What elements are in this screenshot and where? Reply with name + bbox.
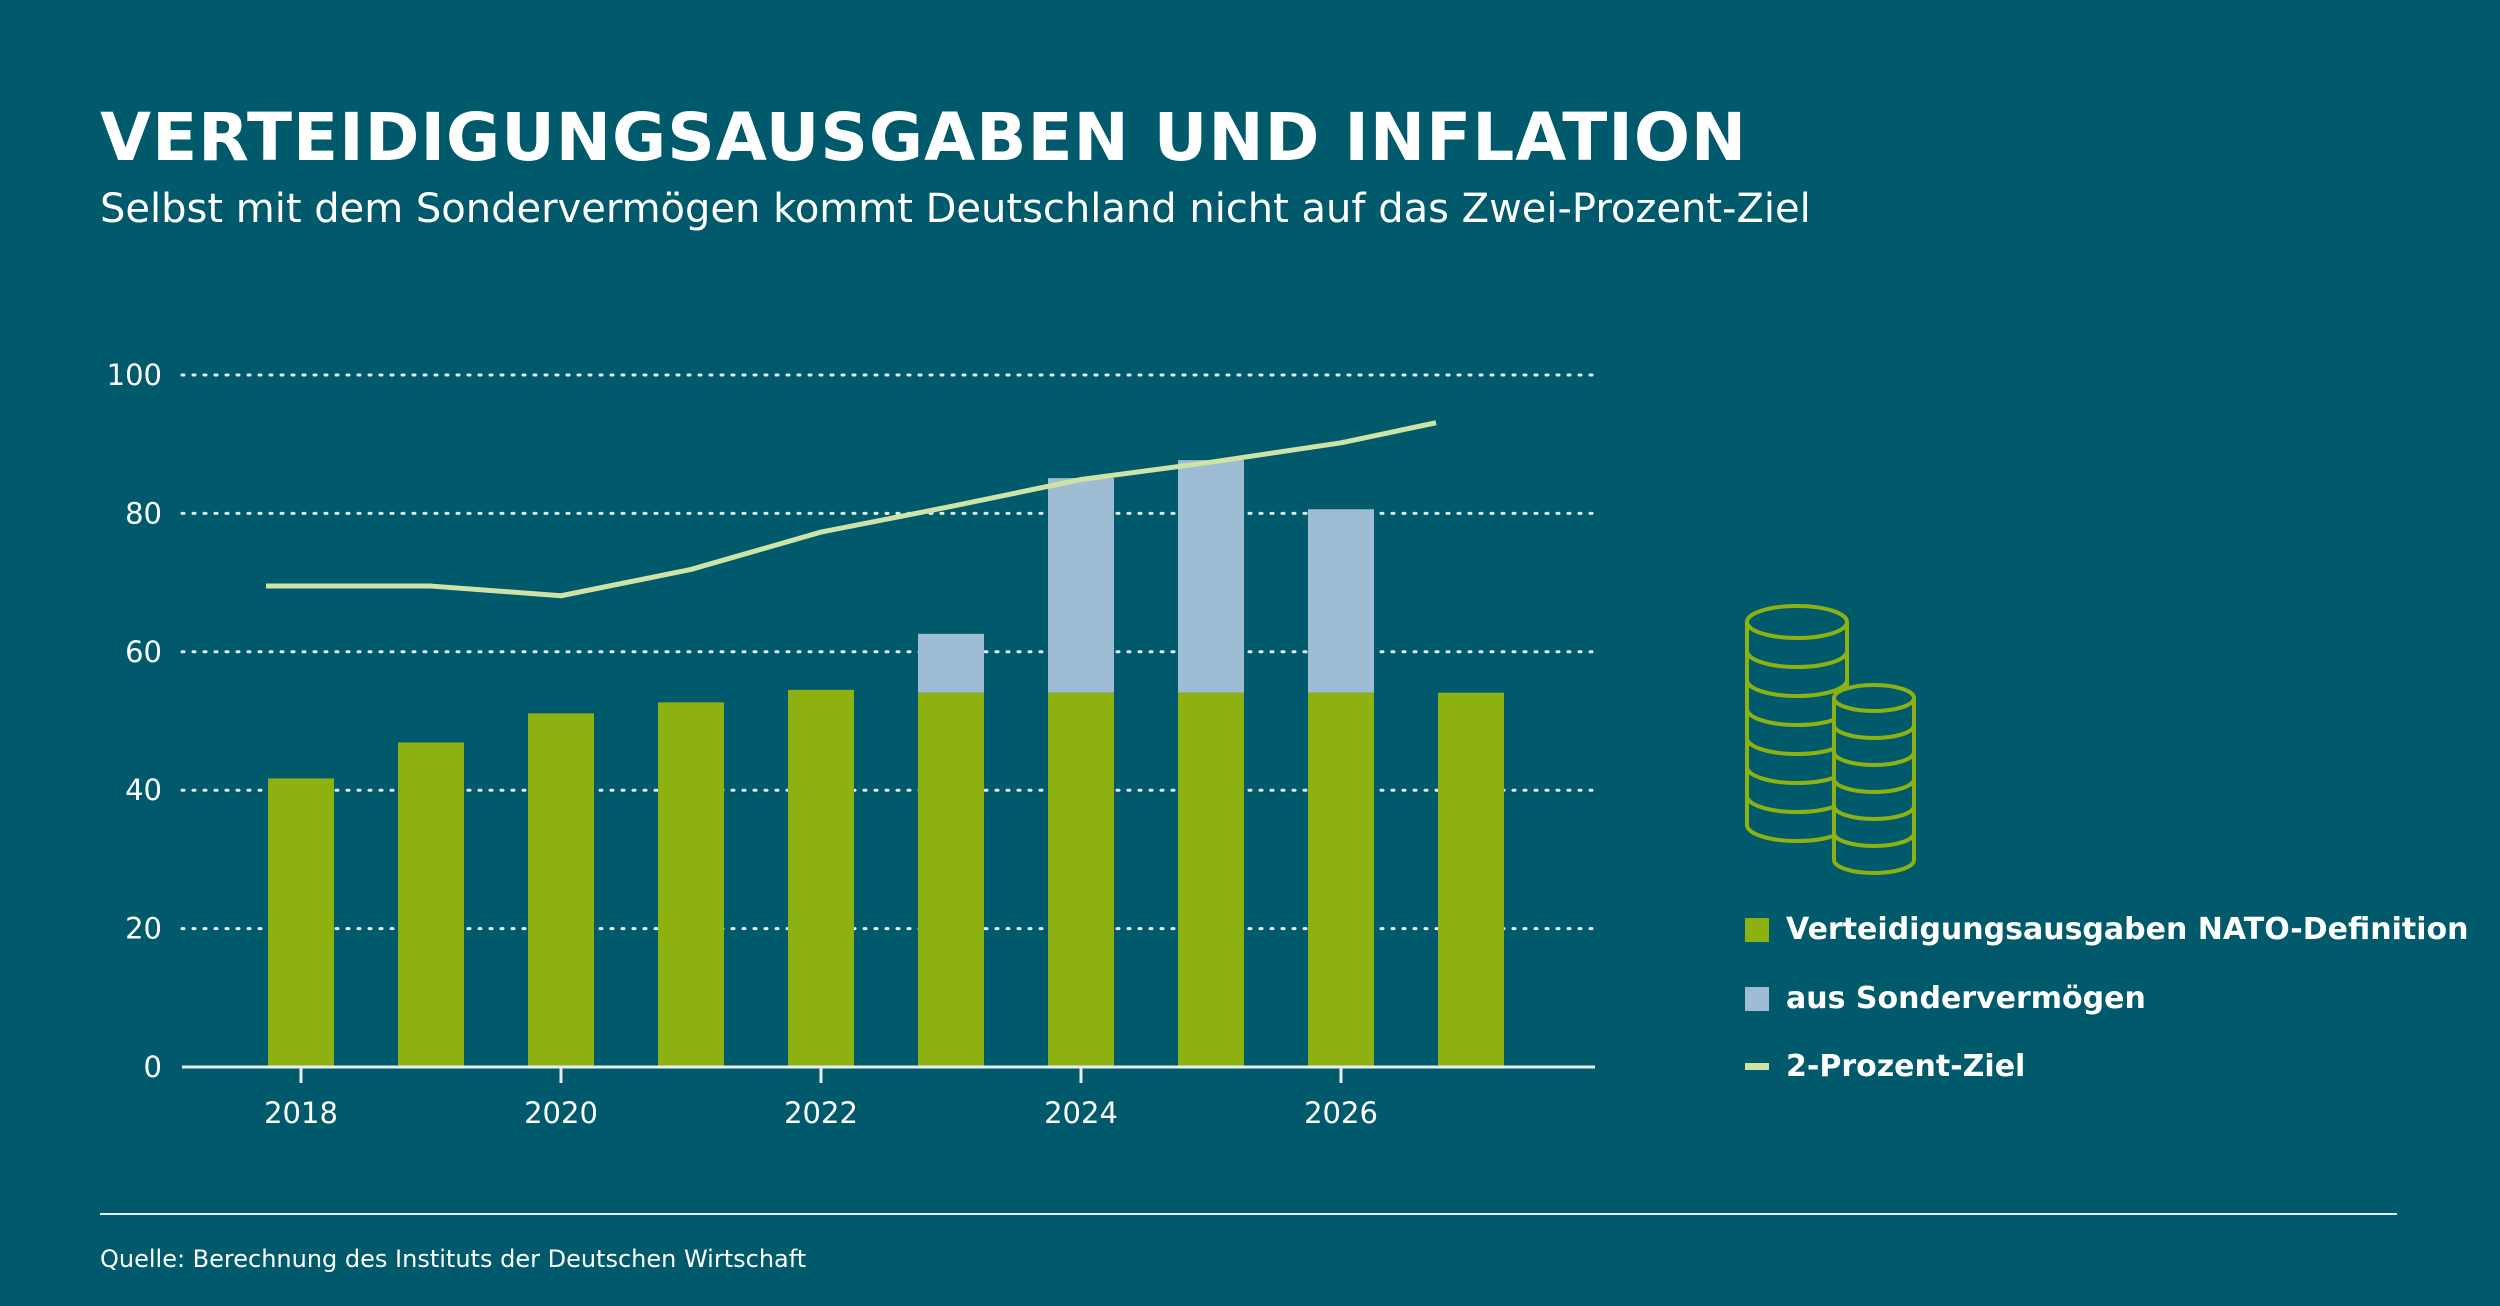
- chart-title: VERTEIDIGUNGSAUSGABEN UND INFLATION: [100, 99, 1748, 176]
- bar-nato-2023: [918, 692, 984, 1067]
- x-tick-label: 2026: [1304, 1096, 1378, 1130]
- bar-sondervermoegen-2024: [1048, 478, 1114, 693]
- bar-nato-2025: [1178, 692, 1244, 1067]
- legend-label-zwei-prozent: 2-Prozent-Ziel: [1786, 1049, 2026, 1084]
- y-tick-label: 20: [125, 912, 162, 946]
- x-tick-label: 2024: [1044, 1096, 1118, 1130]
- legend-label-sondervermoegen: aus Sondervermögen: [1786, 981, 2146, 1016]
- x-tick-label: 2018: [264, 1096, 338, 1130]
- legend-label-nato: Verteidigungsausgaben NATO-Definition: [1786, 912, 2469, 947]
- chart-subtitle: Selbst mit dem Sondervermögen kommt Deut…: [100, 186, 1811, 232]
- bars: [268, 460, 1504, 1067]
- gridlines: [180, 373, 1597, 931]
- bar-nato-2021: [658, 702, 724, 1067]
- x-tick-label: 2022: [784, 1096, 858, 1130]
- coin-stacks-icon: [1740, 600, 1980, 884]
- bar-nato-2022: [788, 689, 854, 1067]
- bar-nato-2020: [528, 713, 594, 1067]
- y-tick-label: 0: [144, 1050, 162, 1084]
- bar-sondervermoegen-2025: [1178, 460, 1244, 693]
- y-tick-label: 80: [125, 496, 162, 530]
- legend-line-zwei-prozent: [1745, 1063, 1769, 1070]
- axes: 0 20 40 60 80 100 2018 2020 2022 2024 2026: [107, 358, 1595, 1130]
- bar-nato-2026: [1308, 692, 1374, 1067]
- legend-swatch-nato: [1745, 918, 1769, 942]
- bar-nato-2027: [1438, 692, 1504, 1067]
- footer-divider: [100, 1213, 2397, 1215]
- legend-swatch-sondervermoegen: [1745, 987, 1769, 1011]
- coin-top: [1832, 683, 1916, 713]
- y-tick-label: 40: [125, 773, 162, 807]
- line-zwei-prozent-ziel: [266, 420, 1437, 599]
- bar-nato-2024: [1048, 692, 1114, 1067]
- source-note: Quelle: Berechnung des Instituts der Deu…: [100, 1245, 807, 1273]
- bar-nato-2018: [268, 778, 334, 1067]
- y-tick-label: 100: [107, 358, 162, 392]
- y-tick-label: 60: [125, 635, 162, 669]
- bar-sondervermoegen-2026: [1308, 509, 1374, 693]
- target-line: [266, 420, 1437, 599]
- bar-sondervermoegen-2023: [918, 633, 984, 693]
- bar-nato-2019: [398, 742, 464, 1067]
- x-tick-label: 2020: [524, 1096, 598, 1130]
- coin-top: [1745, 604, 1849, 640]
